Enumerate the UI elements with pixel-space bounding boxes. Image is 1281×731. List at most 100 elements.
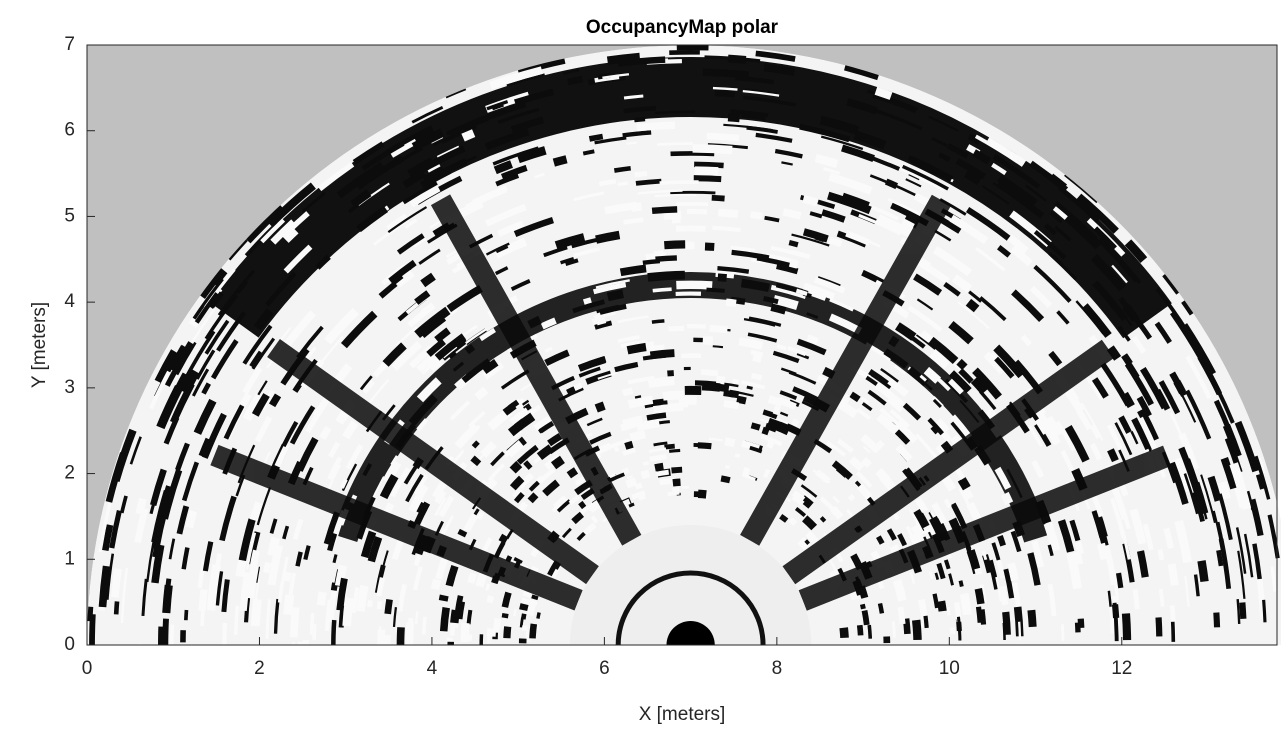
map-speckle [421, 616, 427, 635]
map-speckle [221, 579, 230, 613]
map-speckle [461, 129, 476, 142]
map-speckle [1073, 550, 1084, 566]
map-speckle [465, 327, 488, 345]
map-speckle [382, 342, 407, 367]
map-speckle [1118, 297, 1153, 340]
map-speckle [543, 245, 568, 258]
map-speckle [653, 250, 664, 257]
map-speckle [573, 191, 605, 202]
map-speckle [516, 146, 547, 164]
map-speckle [1167, 563, 1179, 586]
map-speckle [404, 218, 418, 229]
map-speckle [806, 312, 819, 319]
map-speckle [529, 623, 538, 639]
map-speckle [1029, 285, 1053, 308]
map-speckle [1169, 371, 1188, 397]
map-speckle [416, 377, 442, 403]
map-speckle [895, 322, 917, 341]
map-speckle [531, 594, 539, 601]
map-speckle [872, 94, 917, 114]
map-speckle [283, 244, 313, 274]
map-speckle [1193, 574, 1200, 597]
map-speckle [835, 465, 850, 478]
map-speckle [395, 275, 411, 289]
map-speckle [1111, 604, 1120, 619]
map-speckle [849, 391, 861, 403]
map-speckle [814, 153, 839, 169]
map-speckle [470, 448, 490, 470]
map-speckle [494, 237, 528, 259]
map-speckle [447, 309, 458, 318]
map-speckle [614, 361, 639, 373]
map-speckle [168, 538, 176, 560]
map-speckle [617, 335, 640, 344]
map-speckle [613, 165, 631, 173]
map-speckle [883, 348, 909, 369]
map-speckle [923, 366, 942, 384]
map-speckle [1157, 549, 1165, 561]
map-speckle [129, 436, 142, 465]
map-speckle [1109, 559, 1119, 601]
map-speckle [1106, 424, 1123, 450]
y-tick-label: 4 [64, 291, 75, 312]
map-speckle [334, 564, 348, 587]
map-speckle [912, 619, 922, 641]
map-speckle [892, 513, 900, 521]
map-speckle [430, 578, 442, 591]
map-speckle [162, 618, 169, 646]
map-speckle [495, 245, 509, 254]
map-speckle [351, 587, 360, 613]
map-speckle [1034, 423, 1052, 447]
map-speckle [806, 334, 819, 345]
map-speckle [1027, 552, 1041, 586]
map-speckle [913, 273, 943, 296]
map-speckle [367, 536, 383, 563]
map-speckle [373, 230, 392, 246]
map-speckle [750, 258, 766, 264]
map-speckle [897, 533, 908, 547]
map-speckle [820, 135, 864, 151]
map-speckle [1051, 173, 1068, 187]
map-speckle [750, 211, 763, 220]
map-speckle [202, 541, 214, 572]
map-speckle [711, 194, 725, 202]
map-speckle [957, 476, 971, 491]
map-speckle [201, 382, 211, 395]
map-speckle [460, 622, 470, 643]
map-speckle [530, 599, 538, 606]
map-speckle [465, 187, 508, 211]
map-speckle [764, 215, 780, 223]
map-speckle [149, 370, 171, 410]
map-speckle [887, 377, 909, 397]
map-speckle [1200, 474, 1216, 524]
map-speckle [295, 551, 303, 567]
map-speckle [391, 341, 423, 372]
map-speckle [948, 377, 965, 395]
map-speckle [497, 107, 540, 124]
map-speckle [572, 246, 601, 258]
map-speckle [795, 288, 808, 296]
map-speckle [1183, 473, 1199, 515]
map-speckle [416, 145, 466, 175]
map-speckle [697, 442, 712, 450]
map-speckle [929, 349, 951, 370]
map-speckle [185, 510, 198, 529]
map-speckle [959, 592, 972, 616]
map-speckle [848, 456, 865, 472]
map-speckle [839, 627, 849, 639]
map-speckle [619, 264, 647, 277]
map-speckle [934, 572, 940, 580]
map-speckle [120, 567, 129, 624]
map-speckle [779, 411, 789, 417]
map-speckle [397, 583, 407, 612]
map-speckle [405, 622, 415, 646]
map-speckle [916, 298, 934, 311]
map-speckle [198, 437, 212, 458]
map-speckle [655, 110, 696, 115]
map-speckle [772, 350, 800, 364]
y-axis-label: Y [meters] [29, 302, 50, 388]
map-speckle [959, 399, 980, 424]
map-speckle [392, 607, 398, 628]
map-speckle [861, 436, 877, 451]
map-speckle [750, 372, 763, 381]
